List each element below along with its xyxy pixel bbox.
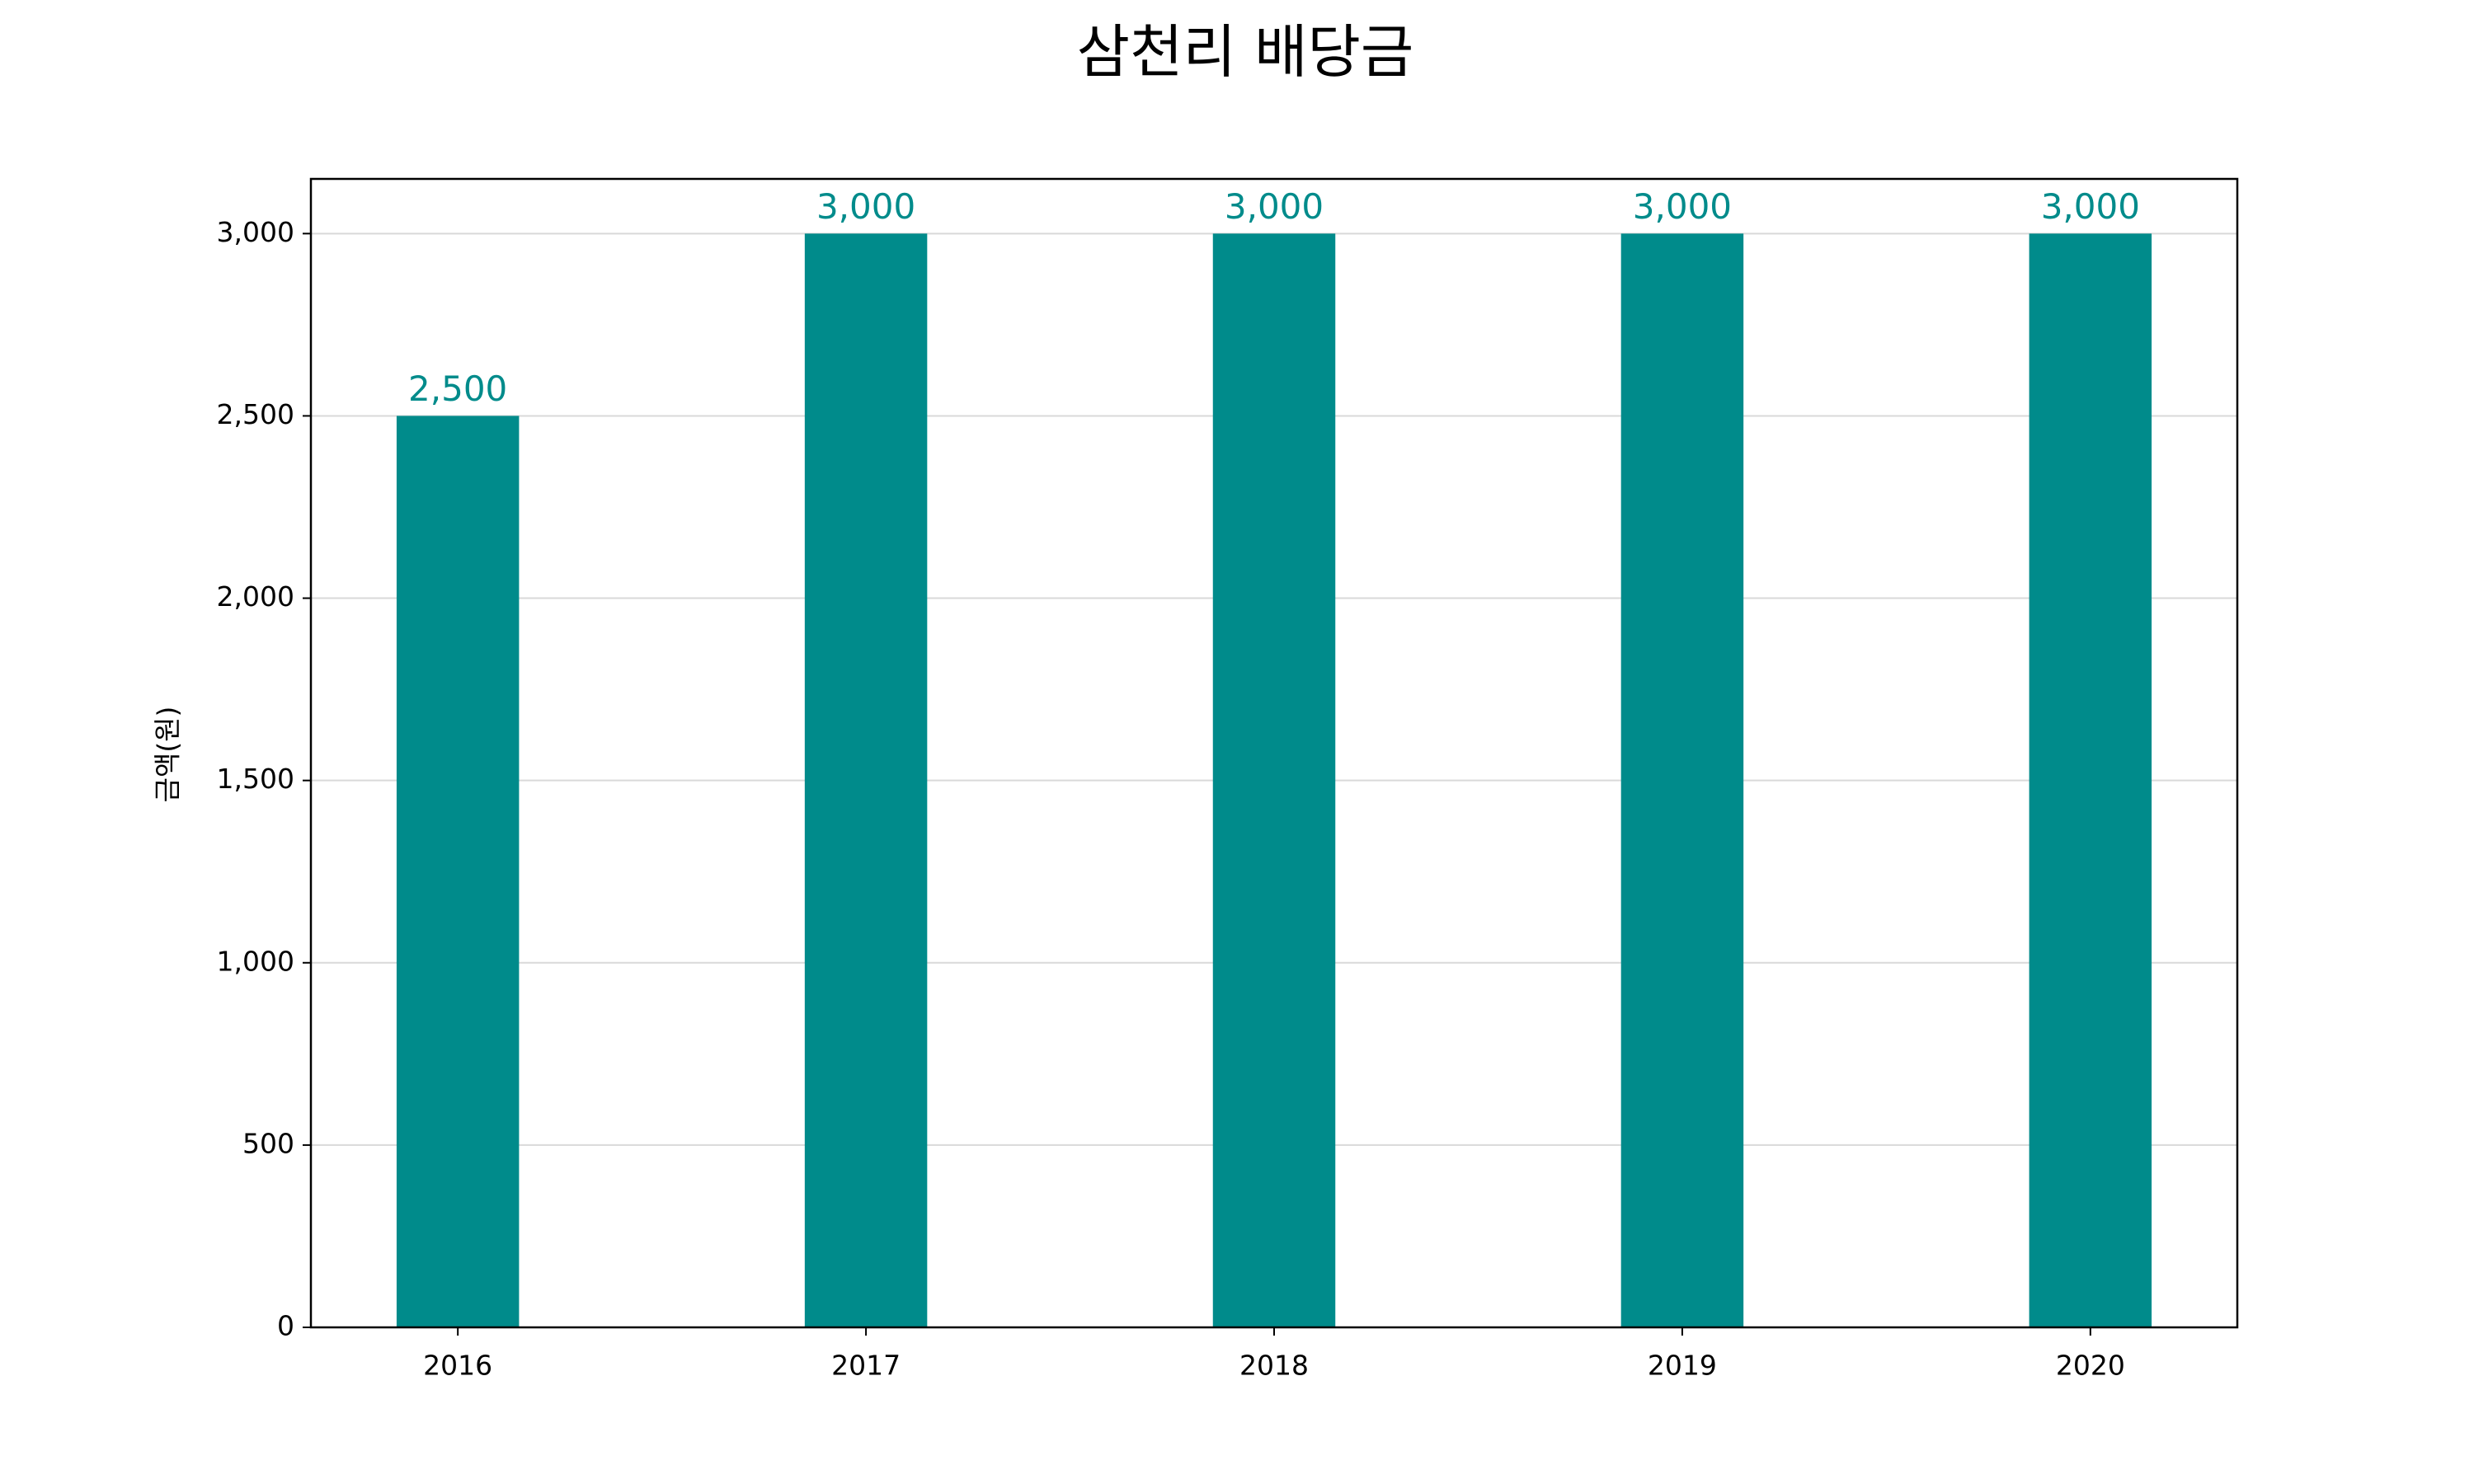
chart-title: 삼천리 배당금: [1077, 18, 1414, 86]
y-tick-label: 500: [242, 1127, 294, 1159]
value-label: 3,000: [1225, 186, 1324, 227]
x-tick-label: 2016: [423, 1350, 492, 1382]
y-tick-label: 1,000: [217, 945, 294, 977]
x-tick-label: 2020: [2056, 1350, 2125, 1382]
value-label: 3,000: [1633, 186, 1732, 227]
bar: [1212, 233, 1336, 1327]
y-tick-label: 1,500: [217, 763, 294, 795]
y-tick-label: 2,000: [217, 580, 294, 613]
bar: [804, 233, 928, 1327]
x-tick-label: 2019: [1648, 1350, 1717, 1382]
y-tick-label: 3,000: [217, 216, 294, 248]
y-tick-label: 2,500: [217, 398, 294, 430]
value-label: 3,000: [2041, 186, 2140, 227]
value-label: 2,500: [408, 369, 507, 409]
bar: [396, 416, 520, 1327]
x-tick-label: 2018: [1239, 1350, 1309, 1382]
y-tick-label: 0: [277, 1310, 294, 1342]
bar: [2029, 233, 2152, 1327]
x-tick-label: 2017: [831, 1350, 901, 1382]
bar: [1620, 233, 1744, 1327]
value-label: 3,000: [816, 186, 915, 227]
plot-frame: [309, 177, 2239, 1329]
y-axis-label: 금액(원): [152, 707, 184, 803]
